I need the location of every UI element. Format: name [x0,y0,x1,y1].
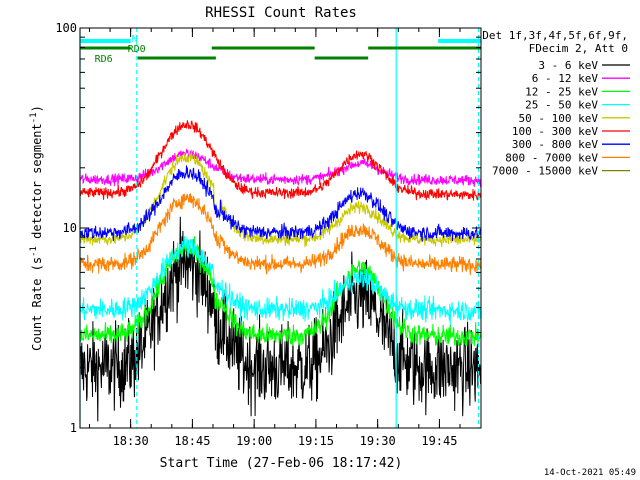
x-tick-label: 19:45 [421,434,457,448]
status-bar-label-RD6: RD6 [95,54,113,65]
series-line-6 [79,120,482,201]
x-tick-label: 18:45 [174,434,210,448]
legend-label-6: 100 - 300 keV [512,125,598,138]
x-tick-label: 19:00 [236,434,272,448]
timestamp: 14-Oct-2021 05:49 [544,468,636,478]
y-tick-label: 100 [55,21,77,35]
series-line-4 [79,235,482,325]
y-tick-label: 1 [70,421,77,435]
y-axis-label-sup: -1 [29,246,39,257]
legend-label-3: 12 - 25 keV [525,85,598,98]
x-tick-label: 19:15 [298,434,334,448]
series-line-7 [79,165,482,242]
series-line-8 [79,193,482,276]
series-line-3 [79,236,482,347]
legend-label-8: 800 - 7000 keV [505,151,598,164]
y-axis-label-main: Count Rate (s [30,257,44,351]
y-axis-label-tail: detector segment [30,123,44,246]
y-axis-label-sup2: -1 [29,112,39,123]
series-line-1 [79,216,482,422]
y-axis-label-close: ) [30,105,44,112]
legend-label-1: 3 - 6 keV [538,59,598,72]
x-tick-label: 19:30 [360,434,396,448]
x-axis-label: Start Time (27-Feb-06 18:17:42) [160,456,403,471]
legend: Det 1f,3f,4f,5f,6f,9f,FDecim 2, Att 0 3 -… [482,29,630,178]
legend-header: FDecim 2, Att 0 [529,42,628,55]
legend-label-2: 6 - 12 keV [532,72,599,85]
x-tick-label: 18:30 [113,434,149,448]
y-tick-label: 10 [63,221,77,235]
y-axis-label: Count Rate (s-1 detector segment-1) [29,105,44,351]
legend-header: Det 1f,3f,4f,5f,6f,9f, [482,29,628,42]
legend-label-5: 50 - 100 keV [519,112,599,125]
chart-title: RHESSI Count Rates [205,5,357,21]
status-bar-label-N: N [132,34,138,45]
status-bar-label-RD0: RD0 [128,44,146,55]
series-line-2 [79,147,482,188]
legend-label-9: 7000 - 15000 keV [492,165,598,178]
legend-label-4: 25 - 50 keV [525,99,598,112]
legend-label-7: 300 - 800 keV [512,138,598,151]
